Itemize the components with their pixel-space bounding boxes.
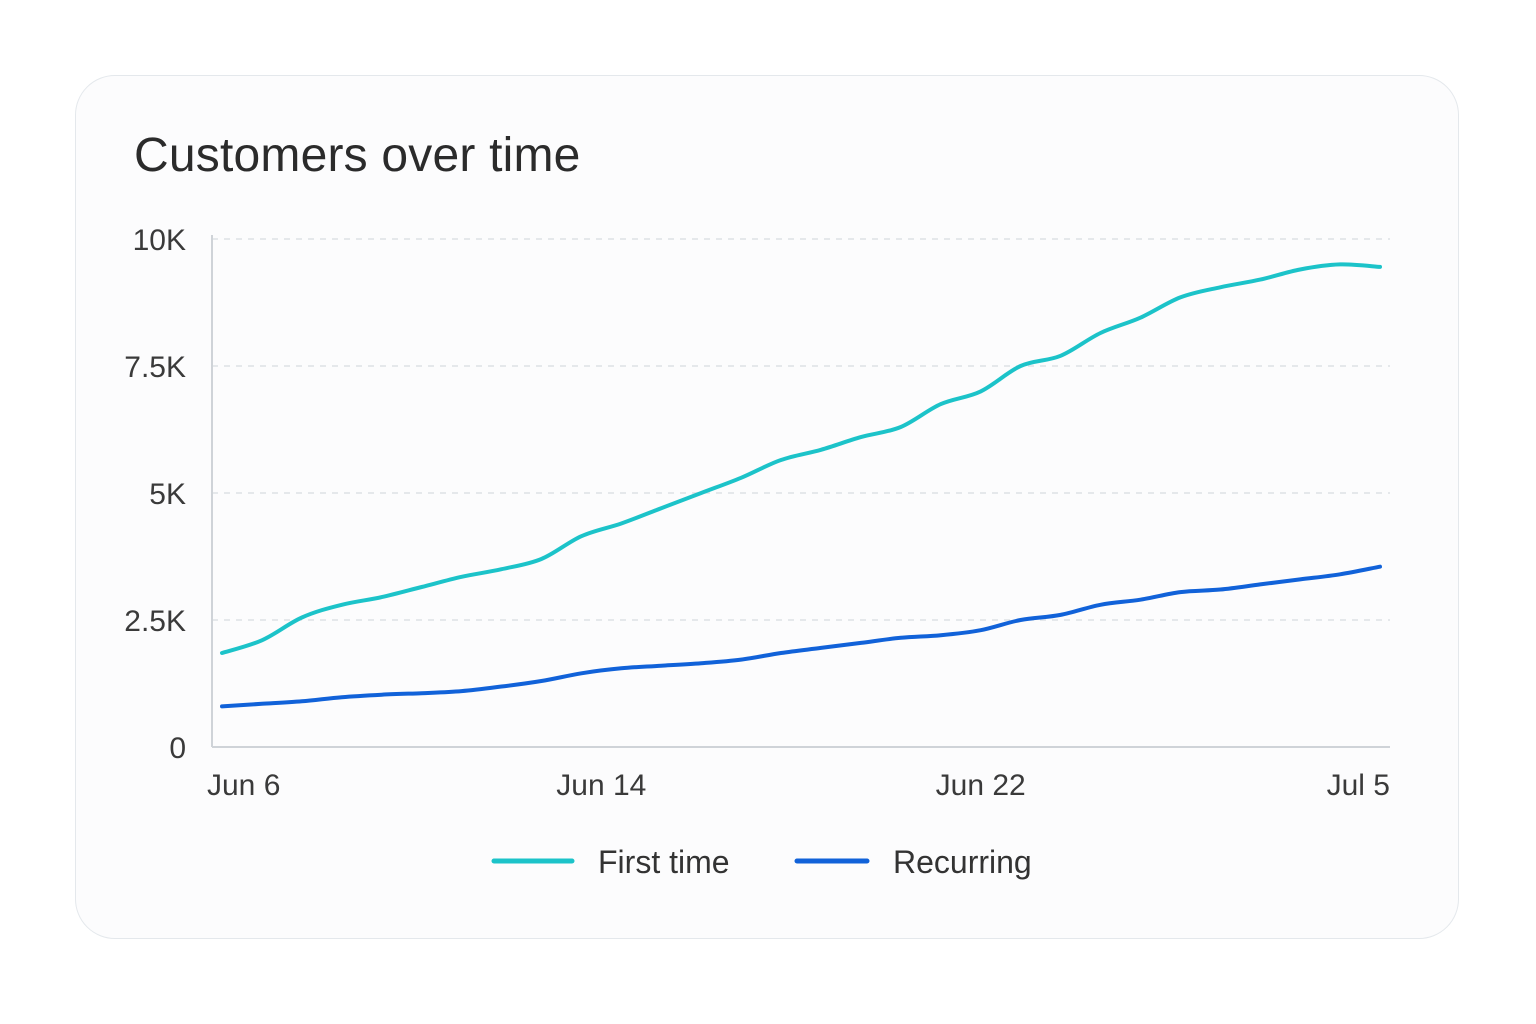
legend: First time Recurring — [491, 844, 1032, 880]
x-tick-label: Jun 22 — [936, 769, 1026, 802]
x-tick-label: Jul 5 — [1327, 769, 1390, 802]
chart-card: Customers over time — [75, 75, 1459, 939]
chart-title: Customers over time — [134, 129, 581, 182]
y-tick-label: 0 — [169, 732, 186, 765]
axes — [211, 235, 1390, 748]
x-tick-label: Jun 14 — [556, 769, 646, 802]
series-line-first-time — [220, 262, 1382, 655]
y-tick-label: 7.5K — [124, 351, 186, 384]
x-axis-tick-labels: Jun 6 Jun 14 Jun 22 Jul 5 — [207, 769, 1390, 802]
grid-lines — [212, 238, 1390, 621]
legend-item-recurring[interactable]: Recurring — [794, 844, 1032, 880]
legend-label: First time — [598, 844, 730, 880]
y-tick-label: 5K — [149, 478, 186, 511]
y-tick-label: 2.5K — [124, 605, 186, 638]
legend-item-first-time[interactable]: First time — [491, 844, 730, 880]
y-axis-tick-labels: 0 2.5K 5K 7.5K 10K — [124, 224, 186, 765]
x-tick-label: Jun 6 — [207, 769, 280, 802]
series-line-recurring — [220, 564, 1382, 709]
series-lines — [220, 262, 1382, 709]
y-tick-label: 10K — [133, 224, 186, 257]
legend-label: Recurring — [893, 844, 1032, 880]
